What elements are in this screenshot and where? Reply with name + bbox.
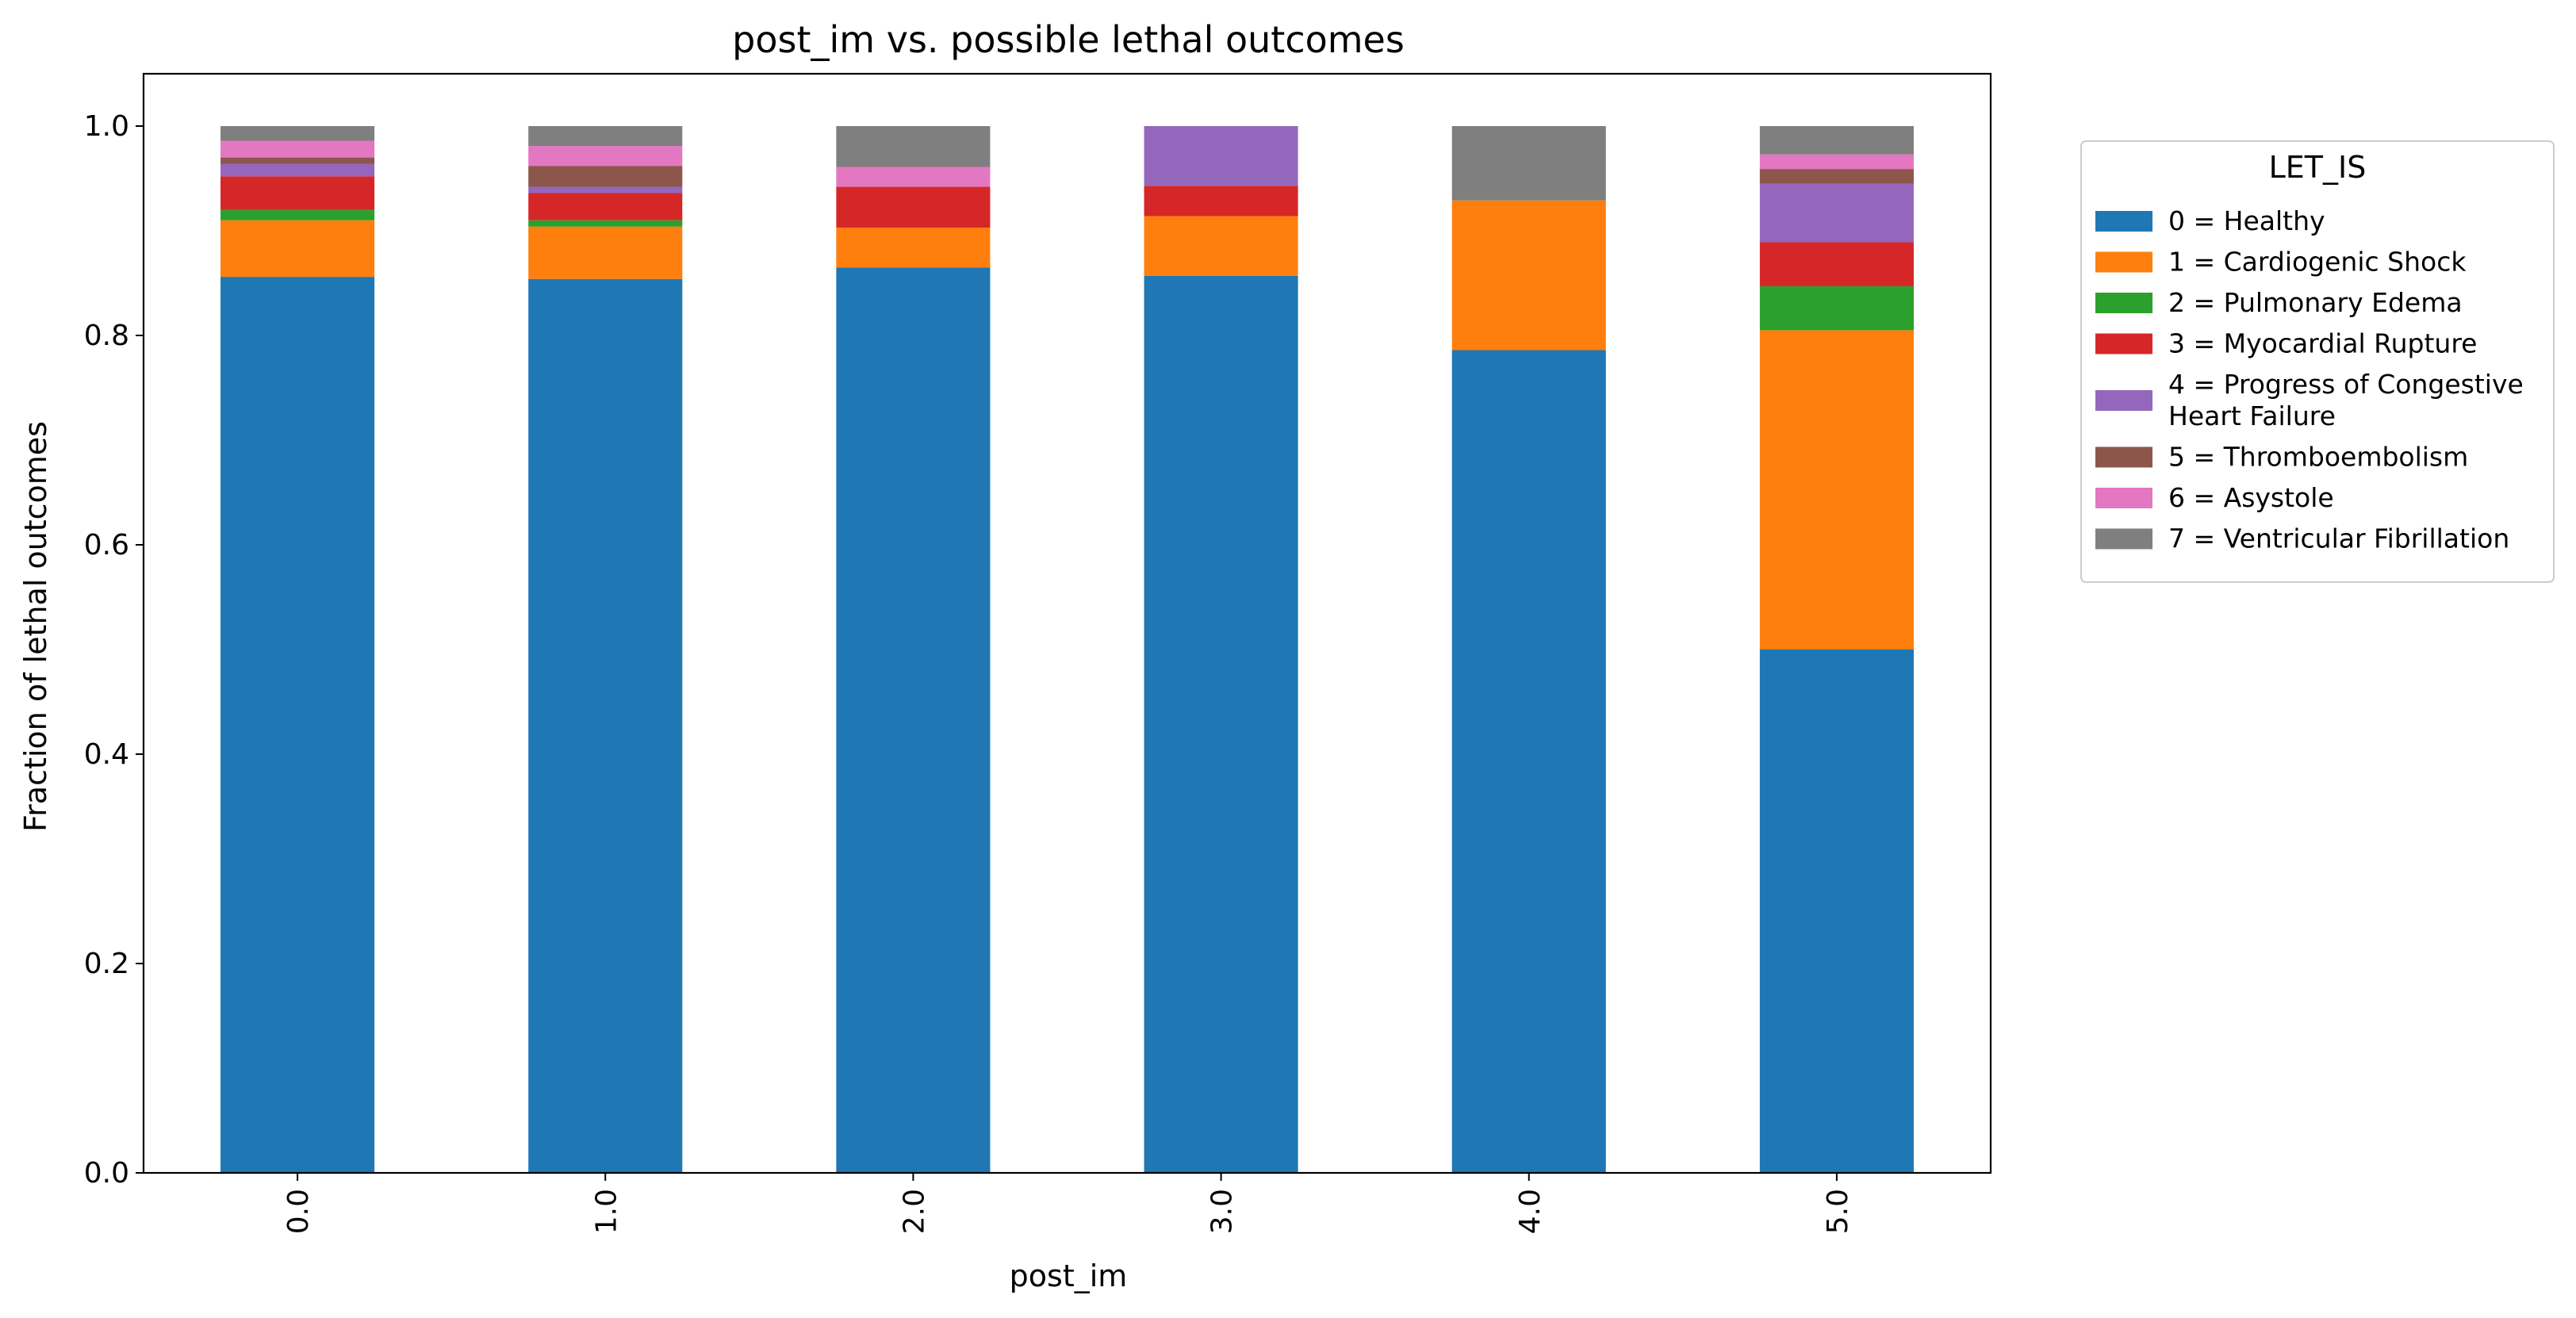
bar-segment [528,278,683,1174]
legend-label: 5 = Thromboembolism [2168,442,2468,473]
bar-segment [1759,242,1914,286]
bar-segment [1144,275,1298,1173]
bar-segment [220,163,375,177]
legend-box [2080,140,2555,583]
legend-swatch [2095,333,2152,354]
legend-swatch [2095,251,2152,273]
x-tick-label: 2.0 [898,1189,930,1234]
y-tick-label: 0.8 [84,320,129,352]
y-tick-label: 0.4 [84,738,129,771]
bar-segment [1144,216,1298,276]
legend-label: 6 = Asystole [2168,482,2334,513]
legend-label: 1 = Cardiogenic Shock [2168,247,2467,278]
x-tick-label: 0.0 [282,1189,315,1234]
legend-label: 2 = Pulmonary Edema [2168,287,2463,318]
bar-segment [1451,200,1606,351]
legend: LET_IS 0 = Healthy 1 = Cardiogenic Shock 2 … [2080,140,2555,583]
y-tick-label: 0.6 [84,529,129,561]
bar-segment [836,228,991,268]
bar-segment [836,126,991,167]
bar-segment [528,226,683,279]
bar-segment [220,126,375,141]
bar-segment [528,220,683,227]
legend-label: 0 = Healthy [2168,205,2325,236]
bar-segment [220,220,375,278]
bar-segment [836,186,991,228]
bar-segment [528,126,683,147]
legend-swatch [2095,446,2152,468]
bar-segment [220,277,375,1174]
y-axis-label: Fraction of lethal outcomes [18,421,53,832]
x-tick-label: 1.0 [590,1189,623,1234]
legend-swatch [2095,488,2152,508]
x-tick-label: 5.0 [1822,1189,1854,1234]
bar-segment [1759,154,1914,170]
y-tick-label: 0.2 [84,948,129,980]
bar-segment [1759,285,1914,331]
bar-segment [220,176,375,210]
bars-layer [220,126,1914,1174]
legend-label: 4 = Progress of Congestive Heart Failure [2168,369,2524,431]
bar-segment [220,157,375,164]
bar-segment [1451,126,1606,201]
legend-swatch [2095,211,2152,232]
bar-segment [1759,649,1914,1173]
legend-label: 7 = Ventricular Fibrillation [2168,523,2509,554]
bar-segment [528,186,683,193]
bar-segment [836,167,991,187]
x-axis-label: post_im [1010,1259,1128,1293]
bar-segment [528,166,683,187]
bar-segment [220,209,375,220]
bar-segment [1451,350,1606,1174]
axes-layer: 0.0 0.2 0.4 0.6 0.8 1.0 0.0 1.0 2.0 3.0 4.0 5.0 [84,72,1992,1234]
y-tick-label: 0.0 [84,1157,129,1190]
bar-segment [1144,126,1298,186]
bar-segment [220,140,375,158]
legend-swatch [2095,293,2152,313]
plot-frame [142,72,1992,1174]
legend-swatch [2095,390,2152,411]
legend-label: 3 = Myocardial Rupture [2168,328,2477,359]
legend-swatch [2095,528,2152,550]
chart-title: post_im vs. possible lethal outcomes [732,18,1405,61]
bar-segment [1144,186,1298,216]
bar-segment [528,146,683,167]
bar-segment [1759,126,1914,155]
y-tick-label: 1.0 [84,110,129,143]
x-tick-label: 3.0 [1206,1189,1239,1234]
bar-segment [528,193,683,220]
bar-segment [1759,183,1914,243]
bar-segment [1759,169,1914,184]
x-tick-label: 4.0 [1514,1189,1547,1234]
bar-segment [1759,330,1914,649]
legend-title: LET_IS [2269,150,2367,185]
bar-segment [836,267,991,1174]
